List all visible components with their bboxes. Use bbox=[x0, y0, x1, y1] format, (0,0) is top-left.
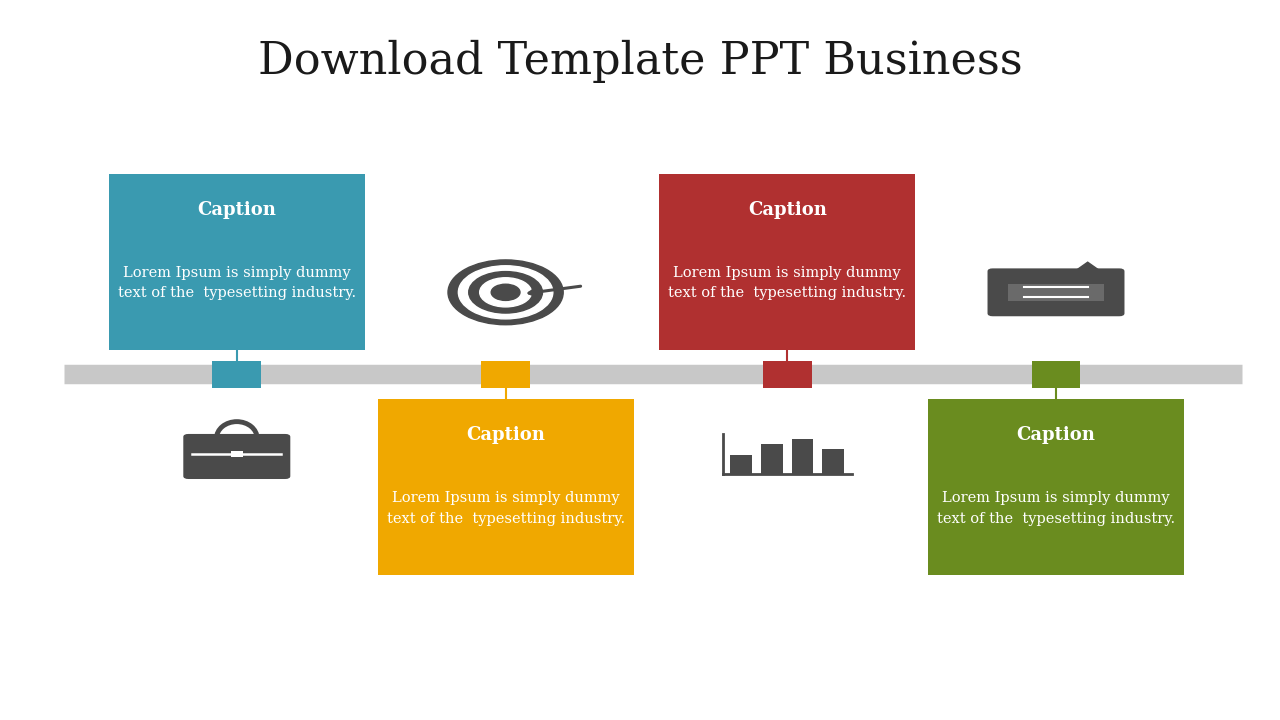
Bar bbox=[791, 438, 813, 474]
FancyBboxPatch shape bbox=[183, 434, 291, 479]
FancyBboxPatch shape bbox=[988, 269, 1125, 316]
Circle shape bbox=[468, 271, 543, 313]
Text: Caption: Caption bbox=[197, 200, 276, 219]
Bar bbox=[109, 174, 365, 350]
Bar bbox=[763, 361, 812, 388]
Text: Caption: Caption bbox=[466, 426, 545, 444]
Bar bbox=[481, 361, 530, 388]
Circle shape bbox=[480, 278, 531, 307]
Circle shape bbox=[492, 284, 520, 300]
Text: Caption: Caption bbox=[1016, 426, 1096, 444]
Bar bbox=[822, 449, 844, 474]
Bar bbox=[762, 444, 783, 474]
Circle shape bbox=[448, 260, 563, 325]
Bar bbox=[1032, 361, 1080, 388]
Text: Lorem Ipsum is simply dummy
text of the  typesetting industry.: Lorem Ipsum is simply dummy text of the … bbox=[668, 266, 906, 300]
Bar bbox=[928, 399, 1184, 575]
Text: Download Template PPT Business: Download Template PPT Business bbox=[257, 40, 1023, 83]
Bar bbox=[1009, 284, 1103, 301]
Bar bbox=[378, 399, 634, 575]
Bar bbox=[731, 455, 753, 474]
Bar bbox=[212, 361, 261, 388]
Polygon shape bbox=[1076, 262, 1100, 270]
Bar bbox=[659, 174, 915, 350]
Text: Lorem Ipsum is simply dummy
text of the  typesetting industry.: Lorem Ipsum is simply dummy text of the … bbox=[118, 266, 356, 300]
Text: Caption: Caption bbox=[748, 200, 827, 219]
Text: Lorem Ipsum is simply dummy
text of the  typesetting industry.: Lorem Ipsum is simply dummy text of the … bbox=[387, 491, 625, 526]
Text: Lorem Ipsum is simply dummy
text of the  typesetting industry.: Lorem Ipsum is simply dummy text of the … bbox=[937, 491, 1175, 526]
Circle shape bbox=[458, 266, 553, 319]
Bar bbox=[230, 451, 243, 456]
